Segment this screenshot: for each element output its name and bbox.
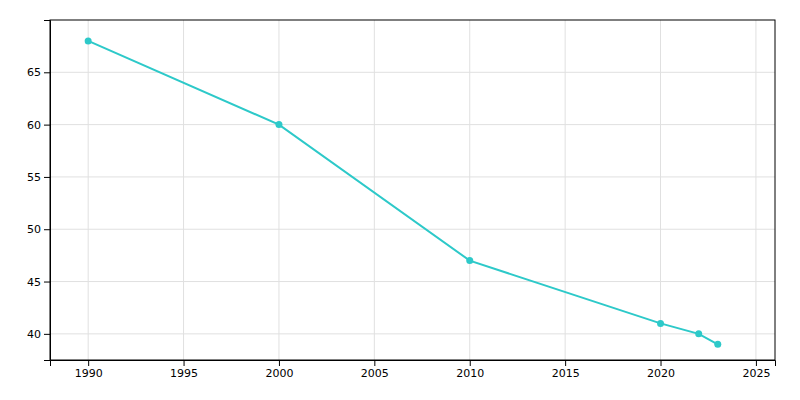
x-tick-mark bbox=[661, 360, 662, 366]
y-tick-label: 55 bbox=[27, 171, 41, 184]
x-grid-line bbox=[565, 20, 566, 360]
x-tick: 2000 bbox=[265, 360, 293, 380]
x-tick-mark bbox=[184, 360, 185, 366]
y-tick-label: 65 bbox=[27, 66, 41, 79]
y-grid-line bbox=[50, 176, 775, 177]
y-tick-mark bbox=[44, 177, 50, 178]
x-tick-label: 2025 bbox=[742, 367, 770, 380]
x-tick-mark bbox=[88, 360, 89, 366]
plot: 1990 1995 2000 2005 2010 2015 2020 2025 40 45 50 55… bbox=[27, 20, 776, 380]
y-tick: 45 bbox=[27, 276, 50, 289]
x-grid-line bbox=[278, 20, 279, 360]
x-axis: 1990 1995 2000 2005 2010 2015 2020 2025 bbox=[51, 360, 776, 380]
y-tick-label: 40 bbox=[27, 328, 41, 341]
point bbox=[695, 330, 702, 337]
y-axis-line bbox=[44, 21, 51, 361]
series bbox=[85, 37, 722, 347]
x-tick-label: 2005 bbox=[361, 367, 389, 380]
x-grid-line bbox=[183, 20, 184, 360]
y-tick-label: 60 bbox=[27, 119, 41, 132]
x-grid-line bbox=[755, 20, 756, 360]
x-tick: 2020 bbox=[647, 360, 675, 380]
x-tick-mark bbox=[374, 360, 375, 366]
x-axis-line bbox=[51, 361, 776, 367]
y-tick-mark bbox=[44, 72, 50, 73]
y-tick-label: 45 bbox=[27, 276, 41, 289]
x-grid-line bbox=[374, 20, 375, 360]
point bbox=[275, 121, 282, 128]
x-tick: 2025 bbox=[742, 360, 770, 380]
x-grid-line bbox=[660, 20, 661, 360]
plot-frame bbox=[50, 20, 775, 360]
x-tick-label: 2020 bbox=[647, 367, 675, 380]
x-tick-label: 2015 bbox=[552, 367, 580, 380]
y-grid-line bbox=[50, 229, 775, 230]
x-tick: 1990 bbox=[75, 360, 103, 380]
y-grid-line bbox=[50, 281, 775, 282]
x-tick-label: 1990 bbox=[75, 367, 103, 380]
point bbox=[657, 320, 664, 327]
x-tick: 2015 bbox=[552, 360, 580, 380]
y-tick-mark bbox=[44, 282, 50, 283]
line bbox=[88, 41, 718, 344]
x-tick-label: 2010 bbox=[456, 367, 484, 380]
y-tick: 40 bbox=[27, 328, 50, 341]
x-tick-mark bbox=[470, 360, 471, 366]
y-tick: 65 bbox=[27, 66, 50, 79]
point bbox=[466, 257, 473, 264]
y-tick-mark bbox=[44, 125, 50, 126]
grid bbox=[50, 20, 775, 360]
x-tick-mark bbox=[756, 360, 757, 366]
point bbox=[714, 341, 721, 348]
x-tick-label: 2000 bbox=[265, 367, 293, 380]
x-tick-mark bbox=[565, 360, 566, 366]
y-tick: 50 bbox=[27, 223, 50, 236]
y-grid-line bbox=[50, 333, 775, 334]
point bbox=[85, 37, 92, 44]
y-axis: 40 45 50 55 60 65 bbox=[27, 21, 51, 361]
y-grid-line bbox=[50, 124, 775, 125]
x-tick-mark bbox=[279, 360, 280, 366]
x-grid-line bbox=[88, 20, 89, 360]
x-tick: 2010 bbox=[456, 360, 484, 380]
chart: 1990 1995 2000 2005 2010 2015 2020 2025 40 45 50 55… bbox=[0, 0, 800, 400]
y-tick-mark bbox=[44, 229, 50, 230]
y-tick-mark bbox=[44, 334, 50, 335]
x-grid-line bbox=[469, 20, 470, 360]
x-tick-label: 1995 bbox=[170, 367, 198, 380]
y-tick-label: 50 bbox=[27, 223, 41, 236]
x-tick: 2005 bbox=[361, 360, 389, 380]
y-tick: 55 bbox=[27, 171, 50, 184]
x-tick: 1995 bbox=[170, 360, 198, 380]
y-tick: 60 bbox=[27, 119, 50, 132]
